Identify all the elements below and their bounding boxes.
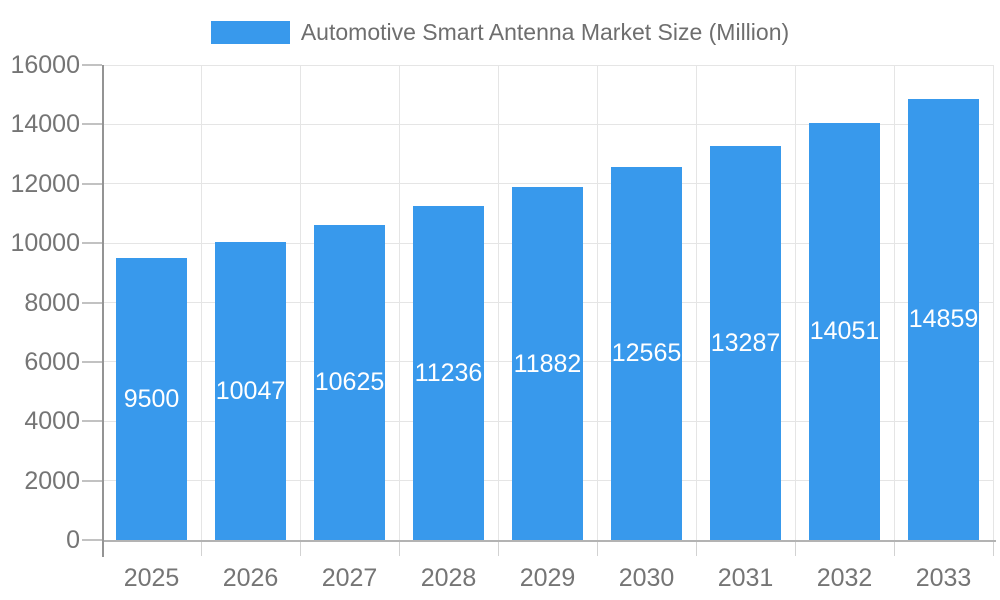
- x-axis-label: 2030: [618, 564, 675, 592]
- bar-2029[interactable]: [512, 187, 583, 540]
- legend[interactable]: Automotive Smart Antenna Market Size (Mi…: [0, 19, 1000, 46]
- bar-2027[interactable]: [314, 224, 385, 540]
- x-axis-label: 2025: [123, 564, 180, 592]
- bar-value-label: 10047: [215, 376, 286, 405]
- bar-value-label: 10625: [314, 368, 385, 397]
- bar-2028[interactable]: [413, 206, 484, 540]
- v-gridline: [399, 65, 400, 540]
- y-axis-label: 2000: [24, 466, 80, 495]
- bar-value-label: 11882: [513, 349, 582, 378]
- y-axis-tick: [82, 420, 102, 423]
- y-axis-tick: [82, 301, 102, 304]
- h-gridline: [102, 183, 993, 185]
- v-gridline: [300, 65, 301, 540]
- x-axis-line: [102, 540, 996, 542]
- v-gridline: [498, 65, 499, 540]
- bar-2025[interactable]: [116, 257, 187, 540]
- v-gridline: [201, 65, 202, 540]
- legend-swatch: [210, 21, 290, 44]
- y-axis-tick: [82, 242, 102, 245]
- x-axis-label: 2033: [915, 564, 972, 592]
- bar-2031[interactable]: [710, 145, 781, 540]
- v-gridline: [993, 65, 994, 540]
- x-axis-tick: [795, 540, 796, 556]
- bar-value-label: 11236: [414, 359, 483, 388]
- v-gridline: [894, 65, 895, 540]
- x-axis-label: 2029: [519, 564, 576, 592]
- y-axis-tick: [82, 360, 102, 363]
- x-axis-label: 2028: [420, 564, 477, 592]
- bar-value-label: 14051: [809, 317, 880, 346]
- y-axis-label: 12000: [10, 169, 80, 198]
- h-gridline: [102, 64, 993, 66]
- x-axis-label: 2027: [321, 564, 378, 592]
- y-axis-label: 4000: [24, 407, 80, 436]
- y-axis-label: 16000: [10, 51, 80, 79]
- y-axis-tick: [82, 182, 102, 185]
- x-axis-tick: [597, 540, 598, 556]
- x-axis-tick: [201, 540, 202, 556]
- y-axis-label: 10000: [10, 229, 80, 258]
- x-axis-tick: [993, 540, 994, 556]
- y-axis-tick: [82, 64, 102, 66]
- y-axis-line: [102, 65, 104, 557]
- v-gridline: [795, 65, 796, 540]
- bar-value-label: 14859: [908, 305, 979, 334]
- x-axis-label: 2026: [222, 564, 279, 592]
- x-axis-tick: [696, 540, 697, 556]
- y-axis-label: 0: [66, 526, 80, 554]
- v-gridline: [597, 65, 598, 540]
- x-axis-label: 2031: [717, 564, 774, 592]
- bar-value-label: 12565: [611, 339, 682, 368]
- y-axis-tick: [82, 123, 102, 126]
- x-axis-label: 2032: [816, 564, 873, 592]
- bar-value-label: 13287: [710, 328, 781, 357]
- y-axis-label: 8000: [24, 288, 80, 317]
- h-gridline: [102, 123, 993, 125]
- y-axis-label: 14000: [10, 110, 80, 139]
- bar-2032[interactable]: [809, 122, 880, 540]
- x-axis-tick: [498, 540, 499, 556]
- bar-2026[interactable]: [215, 241, 286, 540]
- y-axis-tick: [82, 479, 102, 482]
- bar-value-label: 9500: [123, 384, 180, 413]
- bar-2030[interactable]: [611, 166, 682, 540]
- v-gridline: [696, 65, 697, 540]
- x-axis-tick: [894, 540, 895, 556]
- x-axis-tick: [300, 540, 301, 556]
- chart-title: Automotive Smart Antenna Market Size (Mi…: [300, 19, 790, 45]
- x-axis-tick: [399, 540, 400, 556]
- bar-2033[interactable]: [908, 98, 979, 540]
- y-axis-tick: [82, 539, 102, 541]
- y-axis-label: 6000: [24, 347, 80, 376]
